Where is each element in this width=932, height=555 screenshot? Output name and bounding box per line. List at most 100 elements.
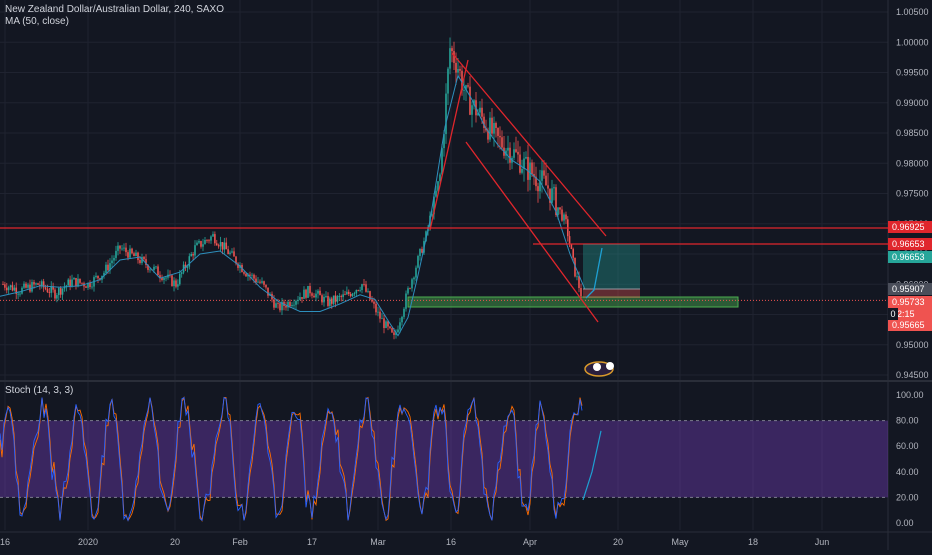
candle-body: [9, 285, 12, 288]
candle-body: [188, 256, 191, 267]
candle-body: [471, 105, 473, 115]
stoch-legend: Stoch (14, 3, 3): [5, 385, 73, 397]
candle-body: [485, 127, 487, 131]
candle-body: [289, 301, 291, 307]
stoch-axis-label: 100.00: [896, 390, 924, 400]
candle-body: [393, 332, 395, 335]
price-axis-label: 0.95000: [896, 340, 929, 350]
candle-body: [570, 243, 573, 249]
candle-body: [75, 278, 77, 287]
candle-body: [229, 252, 231, 255]
event-icon: [606, 362, 614, 370]
stoch-axis-label: 0.00: [896, 518, 914, 528]
candle-body: [489, 117, 491, 140]
candle-body: [433, 196, 435, 215]
projection-line: [585, 247, 603, 299]
candle-body: [17, 293, 19, 295]
time-axis-label: 16: [446, 537, 456, 547]
candle-body: [202, 244, 204, 247]
candle-body: [7, 287, 10, 291]
candle-body: [319, 290, 321, 296]
price-tag-close-extra: 0: [888, 308, 898, 320]
candle-body: [559, 207, 561, 210]
candle-body: [173, 280, 175, 287]
candle-body: [417, 255, 419, 268]
candle-body: [71, 279, 73, 287]
candle-body: [265, 284, 267, 288]
stoch-projection: [582, 430, 602, 501]
candle-body: [295, 300, 297, 305]
candle-body: [421, 248, 423, 253]
price-axis-label: 0.98000: [896, 158, 929, 168]
candle-body: [35, 283, 37, 285]
candle-body: [387, 321, 389, 327]
time-axis-label: Mar: [370, 537, 386, 547]
candle-body: [81, 282, 83, 284]
candle-body: [77, 278, 79, 287]
candle-body: [359, 290, 361, 291]
channel-lower: [465, 141, 599, 323]
candle-body: [245, 273, 247, 277]
candle-body: [190, 254, 192, 257]
candle-body: [95, 275, 97, 278]
candle-body: [443, 134, 445, 149]
candle-body: [342, 294, 344, 298]
candle-body: [180, 272, 183, 274]
candle-body: [329, 298, 331, 306]
candle-body: [267, 287, 269, 296]
candle-body: [435, 190, 437, 197]
time-axis-label: Feb: [232, 537, 248, 547]
candle-body: [357, 290, 360, 291]
candle-body: [115, 250, 117, 258]
legend: New Zealand Dollar/Australian Dollar, 24…: [5, 4, 224, 28]
candle-body: [69, 279, 71, 287]
candle-body: [409, 288, 411, 289]
candle-body: [353, 293, 356, 295]
candle-body: [425, 231, 427, 242]
candle-body: [214, 234, 216, 244]
candle-body: [441, 148, 443, 175]
candle-body: [285, 305, 287, 308]
candle-body: [315, 293, 317, 298]
candle-body: [141, 256, 143, 263]
candle-body: [153, 266, 155, 270]
candle-body: [57, 288, 60, 296]
candle-body: [19, 293, 21, 295]
candle-body: [129, 248, 131, 258]
candle-body: [227, 249, 229, 255]
time-axis-label: 16: [0, 537, 10, 547]
candle-body: [307, 286, 309, 298]
candle-body: [233, 251, 235, 257]
price-tag-resistance: 0.96925: [888, 221, 932, 233]
candle-body: [483, 116, 485, 128]
candle-body: [313, 295, 315, 298]
candle-body: [253, 274, 255, 279]
candle-body: [327, 295, 329, 306]
candle-body: [177, 284, 179, 287]
stoch-band: [0, 420, 888, 498]
moving-average-line: [0, 74, 586, 337]
candle-body: [317, 290, 319, 294]
candle-body: [334, 295, 337, 302]
candle-body: [397, 329, 399, 333]
candle-body: [277, 303, 279, 305]
candle-body: [46, 288, 49, 293]
candle-body: [513, 149, 515, 158]
candle-body: [237, 263, 239, 268]
time-axis-label: 20: [613, 537, 623, 547]
event-icon: [593, 363, 601, 371]
candle-body: [131, 248, 133, 254]
candle-body: [501, 137, 503, 148]
candle-body: [539, 180, 541, 192]
candle-body: [525, 156, 527, 159]
candle-body: [325, 295, 327, 297]
candle-body: [273, 299, 275, 308]
candle-body: [519, 154, 521, 173]
candle-body: [297, 299, 299, 301]
candle-body: [565, 214, 567, 220]
candle-body: [572, 248, 574, 258]
candle-body: [91, 286, 93, 288]
candle-body: [293, 304, 295, 306]
